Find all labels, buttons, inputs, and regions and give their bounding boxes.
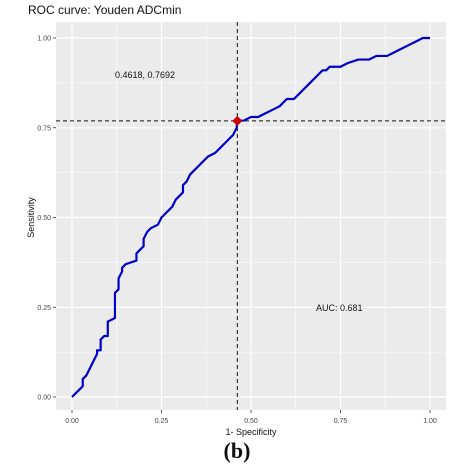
y-axis: 0.00 0.25 0.50 0.75 1.00 xyxy=(37,36,56,402)
cutoff-annotation: 0.4618, 0.7692 xyxy=(115,70,175,80)
x-tick-label: 1.00 xyxy=(423,418,437,425)
y-tick-label: 0.50 xyxy=(37,215,51,222)
y-tick-label: 0.75 xyxy=(37,125,51,132)
cutoff-reference-lines xyxy=(56,22,446,410)
figure-caption: (b) xyxy=(223,438,251,463)
y-tick-label: 1.00 xyxy=(37,36,51,43)
y-tick-label: 0.25 xyxy=(37,305,51,312)
x-tick-label: 0.75 xyxy=(334,418,348,425)
y-tick-label: 0.00 xyxy=(37,395,51,402)
x-tick-label: 0.50 xyxy=(244,418,258,425)
auc-annotation: AUC: 0.681 xyxy=(316,303,363,313)
x-axis-label: 1- Specificity xyxy=(225,427,277,437)
x-tick-label: 0.00 xyxy=(65,418,79,425)
roc-curve-line xyxy=(71,36,430,398)
x-tick-label: 0.25 xyxy=(155,418,169,425)
y-axis-label: Sensitivity xyxy=(26,197,36,238)
roc-chart: ROC curve: Youden ADCmin 0.00 0.25 0.50 0.7… xyxy=(26,3,446,437)
cutoff-point-marker xyxy=(232,115,243,126)
chart-title: ROC curve: Youden ADCmin xyxy=(28,3,181,17)
x-axis: 0.00 0.25 0.50 0.75 1.00 xyxy=(65,410,437,425)
